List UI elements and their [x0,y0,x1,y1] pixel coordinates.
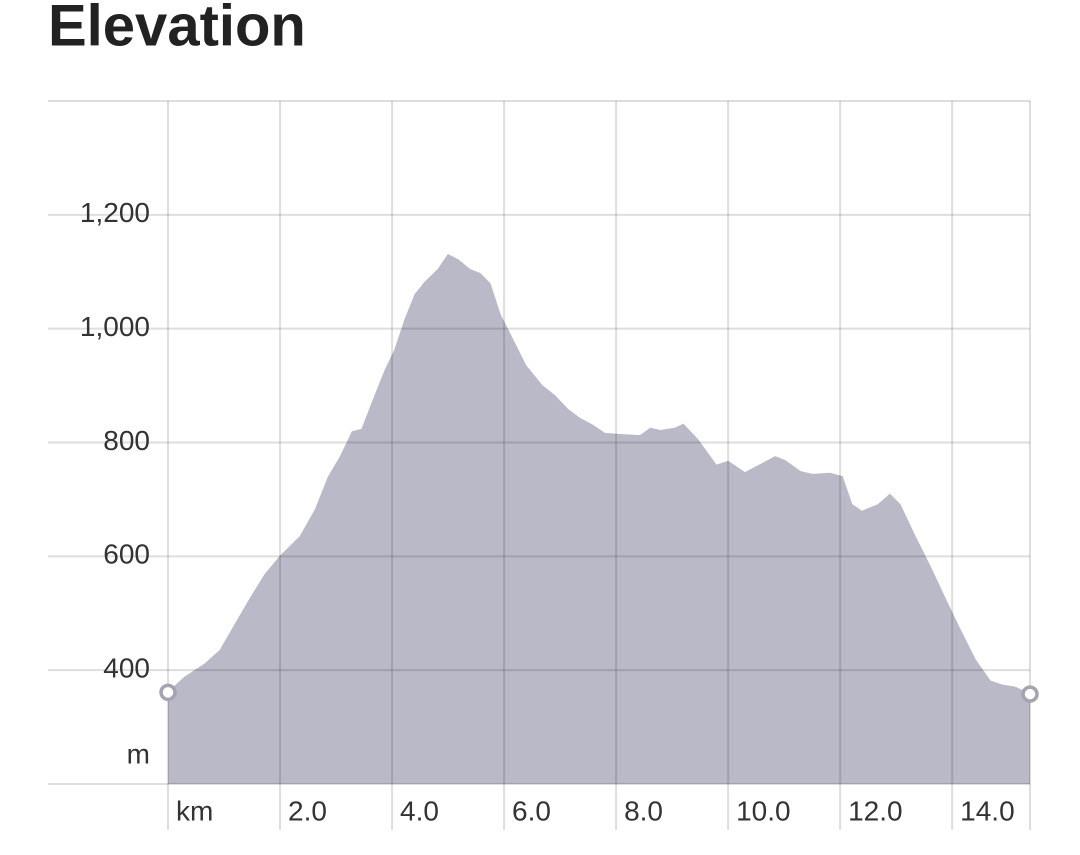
y-unit: m [127,738,150,769]
x-tick-label: 2.0 [288,795,327,826]
end-marker [1021,685,1039,703]
x-tick-label: km [176,795,213,826]
chart-title: Elevation [48,0,306,58]
end-marker [159,683,177,702]
y-tick-label: 600 [103,539,150,570]
x-tick-label: 10.0 [736,795,791,826]
x-tick-label: 12.0 [848,795,903,826]
x-tick-label: 14.0 [960,795,1015,826]
x-tick-label: 8.0 [624,795,663,826]
y-tick-label: 800 [103,425,150,456]
y-tick-label: 1,000 [80,311,150,342]
elevation-line [167,254,1031,695]
x-tick-label: 4.0 [400,795,439,826]
y-tick-label: 1,200 [80,197,150,228]
elevation-fill [168,254,1030,785]
x-tick-label: 6.0 [512,795,551,826]
y-tick-label: 400 [103,653,150,684]
